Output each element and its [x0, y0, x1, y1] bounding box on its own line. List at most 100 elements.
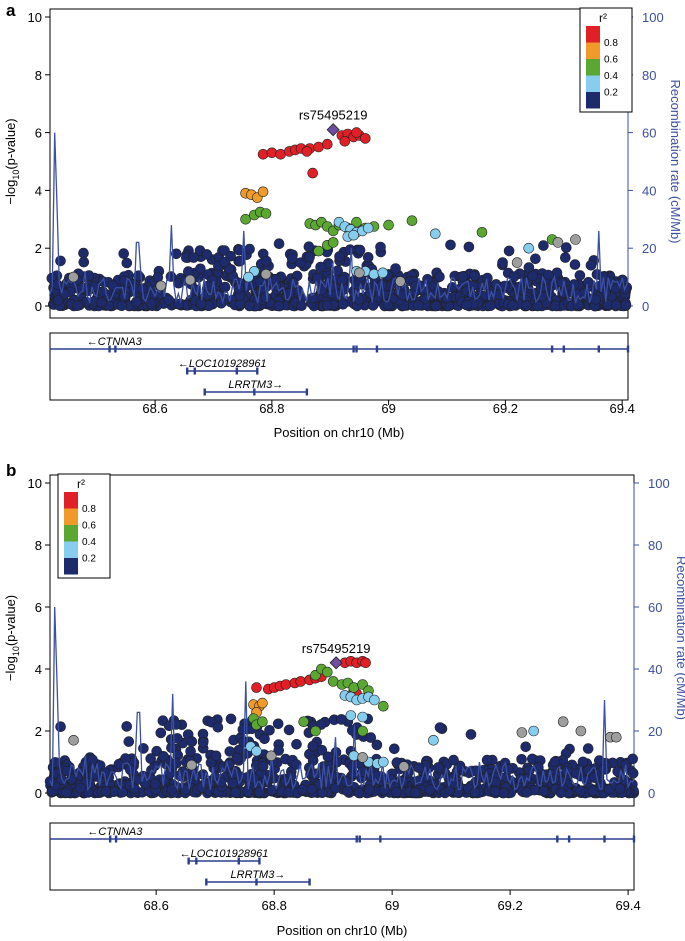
- snp-point: [457, 271, 469, 282]
- snp-point-r2-0.4-0.6: [260, 208, 272, 219]
- snp-point-r2-0.8+: [359, 133, 371, 144]
- r2-legend: r² 0.8 0.6 0.4 0.2: [579, 7, 633, 113]
- x-tick-label: 69: [381, 401, 395, 416]
- legend-title: r²: [599, 11, 607, 25]
- recombination-line: [49, 132, 629, 305]
- gene-exon: [632, 835, 636, 843]
- snp-point-r2-0.8+: [275, 149, 286, 160]
- y2-tick-label: 0: [648, 786, 655, 801]
- y2-tick-label: 60: [642, 126, 656, 141]
- snp-point: [434, 271, 445, 283]
- snp-point: [461, 299, 472, 311]
- snp-point: [244, 300, 255, 312]
- gene-exon: [562, 345, 565, 353]
- snp-point: [55, 721, 66, 733]
- snp-point: [201, 249, 213, 260]
- snp-point: [337, 298, 349, 310]
- snp-point: [185, 745, 196, 757]
- snp-point: [354, 244, 366, 256]
- gene-exon: [355, 345, 358, 353]
- snp-point: [303, 241, 315, 252]
- snp-point: [219, 256, 230, 268]
- y-tick-label: 6: [35, 126, 42, 141]
- snp-point: [532, 300, 543, 312]
- gene-exon: [237, 857, 240, 865]
- panel-b: b 0 2 4 6 8 10 −log10(p-value) 0 20 40 60 80 100 Recom…: [3, 461, 685, 938]
- gene-exon: [195, 857, 198, 865]
- gene-exon: [556, 835, 559, 843]
- snp-point: [116, 300, 127, 312]
- legend-swatch: [64, 558, 78, 575]
- snp-point: [316, 744, 328, 756]
- gene-exon: [235, 367, 239, 375]
- snp-point: [257, 760, 269, 772]
- snp-point: [195, 298, 207, 310]
- y2-tick-label: 20: [648, 724, 662, 739]
- snp-point-r2-0.4-0.6: [327, 676, 339, 687]
- snp-point: [587, 785, 599, 797]
- gene-exon: [108, 835, 112, 843]
- snp-point-r2-0.6-0.8: [257, 186, 269, 198]
- snp-point: [434, 722, 446, 733]
- snp-point-r2-no-ld: [155, 280, 167, 292]
- gene-label-LOC101928961: ←LOC101928961: [180, 848, 269, 860]
- snp-point: [61, 787, 72, 798]
- snp-point: [560, 242, 572, 253]
- snp-point: [259, 733, 270, 745]
- snp-point: [424, 784, 436, 796]
- snp-point: [508, 271, 520, 282]
- snp-point: [538, 785, 550, 797]
- snp-point: [322, 751, 334, 763]
- x-tick-label: 69.4: [615, 898, 640, 913]
- snp-point-r2-0.2-0.4: [369, 694, 380, 706]
- index-snp-label: rs75495219: [299, 108, 368, 123]
- snp-point: [286, 253, 298, 264]
- snp-point: [365, 732, 377, 743]
- snp-point-r2-0.4-0.6: [327, 237, 339, 248]
- snp-point: [283, 786, 294, 798]
- y-axis-left: 0 2 4 6 8 10 −log10(p-value): [3, 476, 50, 801]
- snp-point: [465, 729, 477, 740]
- snp-point-r2-0.8+: [339, 136, 351, 147]
- snp-point-r2-0.2-0.4: [377, 267, 389, 279]
- snp-point: [390, 263, 401, 274]
- snp-point-r2-0.4-0.6: [383, 219, 394, 231]
- snp-point: [614, 783, 626, 795]
- snp-point: [559, 252, 571, 263]
- snp-point: [530, 253, 541, 265]
- snp-point: [321, 299, 333, 311]
- snp-point-r2-0.8+: [301, 146, 313, 157]
- gene-label-CTNNA3: ←CTNNA3: [87, 336, 143, 348]
- y-tick-label: 6: [35, 600, 42, 615]
- x-axis: 68.6 68.8 69 69.2 69.4 Position on chr10 (Mb): [142, 400, 635, 440]
- snp-point-r2-0.4-0.6: [321, 666, 333, 678]
- snp-point: [272, 718, 284, 730]
- y2-tick-label: 100: [648, 476, 670, 491]
- snp-point: [549, 756, 561, 768]
- snp-point: [521, 787, 532, 798]
- gene-track-frame: [49, 332, 629, 401]
- snp-point-r2-no-ld: [557, 716, 569, 728]
- x-axis-label: Position on chr10 (Mb): [274, 425, 405, 440]
- legend-label: 0.8: [82, 504, 96, 515]
- snp-point: [334, 251, 345, 262]
- snp-point-r2-0.2-0.4: [348, 229, 359, 241]
- legend-swatch: [586, 42, 600, 59]
- snp-point-r2-no-ld: [265, 750, 277, 762]
- snp-point-r2-no-ld: [68, 271, 79, 283]
- gene-exon: [187, 857, 190, 865]
- snp-point: [497, 257, 508, 268]
- snp-point: [527, 270, 538, 282]
- snp-point: [196, 782, 207, 793]
- snp-point: [312, 272, 323, 284]
- gene-exon: [203, 388, 206, 396]
- recombination-path: [49, 132, 629, 305]
- gene-exon: [114, 345, 117, 353]
- x-tick-label: 69.4: [610, 401, 635, 416]
- snp-point: [551, 267, 563, 279]
- snp-point: [371, 739, 383, 751]
- snp-point: [362, 251, 374, 263]
- snp-point: [166, 784, 178, 795]
- snp-point: [266, 784, 278, 796]
- snp-point: [155, 727, 167, 739]
